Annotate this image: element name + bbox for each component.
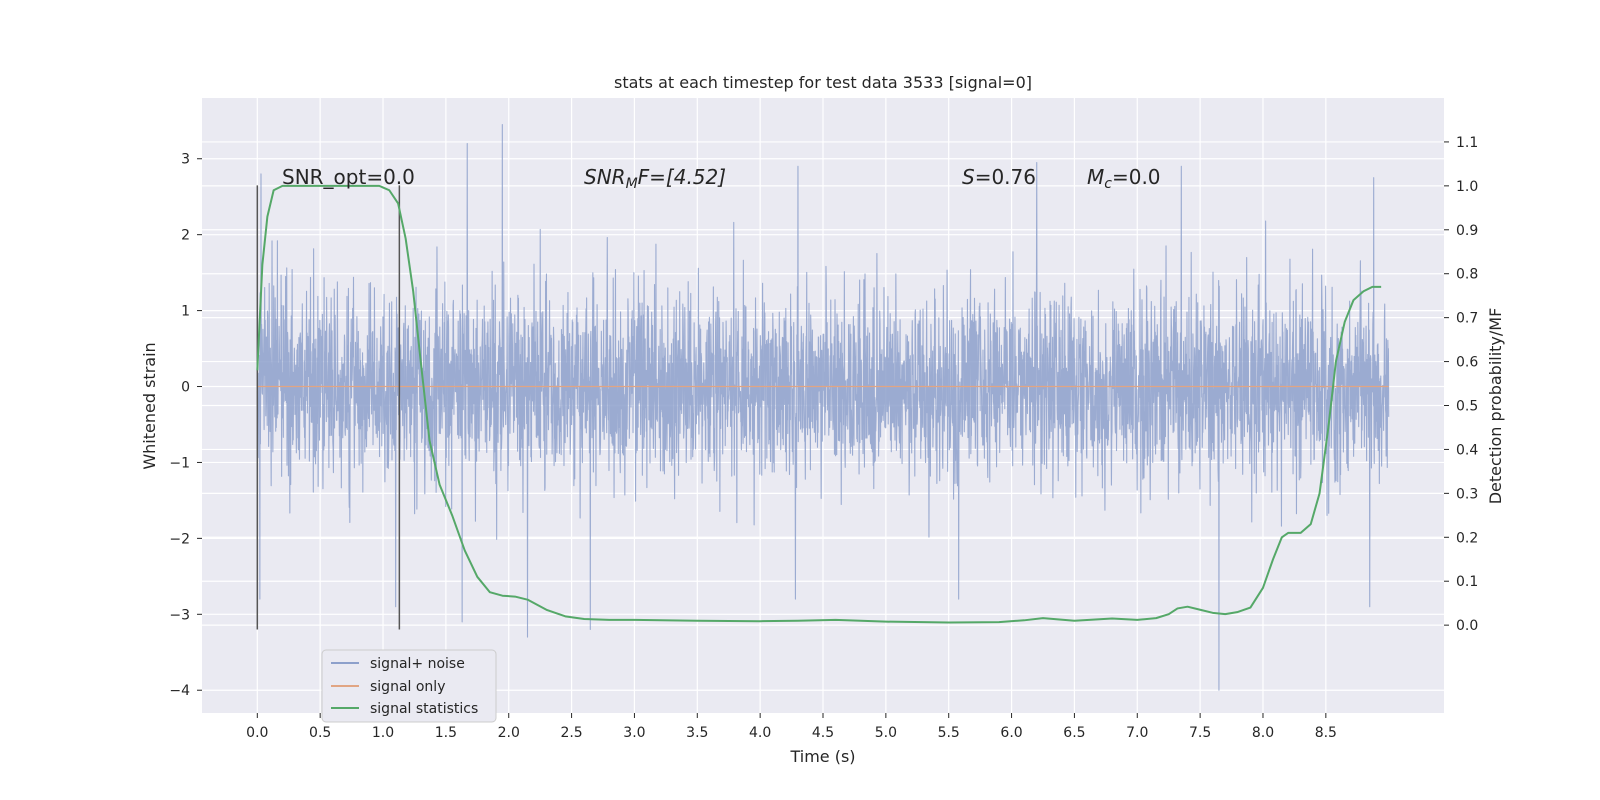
- annotation-s: S=0.76: [962, 165, 1036, 189]
- legend-label-statistics: signal statistics: [370, 701, 478, 717]
- y2-tick-label: 0.8: [1456, 267, 1478, 283]
- y-tick-label: 0: [181, 380, 190, 396]
- y-tick-label: −1: [169, 455, 190, 471]
- y2-tick-label: 0.5: [1456, 399, 1478, 415]
- vertical-markers: [256, 185, 401, 630]
- legend-item-noise: signal+ noise: [331, 656, 465, 672]
- x-tick-label: 7.0: [1126, 725, 1148, 741]
- statistics-line: [256, 184, 1382, 624]
- legend-item-signal: signal only: [331, 679, 445, 695]
- y-tick-label: 1: [181, 304, 190, 320]
- annotation-snr-opt: SNR_opt=0.0: [282, 165, 415, 189]
- y2-tick-label: 1.0: [1456, 179, 1478, 195]
- x-tick-label: 5.0: [875, 725, 897, 741]
- x-axis-label: Time (s): [789, 747, 855, 766]
- legend-label-signal: signal only: [370, 679, 445, 695]
- legend-label-noise: signal+ noise: [370, 656, 465, 672]
- y2-tick-label: 0.7: [1456, 311, 1478, 327]
- x-tick-label: 3.5: [686, 725, 708, 741]
- y2-tick-label: 0.4: [1456, 442, 1478, 458]
- x-tick-label: 7.5: [1189, 725, 1211, 741]
- annotations: SNR_opt=0.0 SNRMF=[4.52] S=0.76 Mc=0.0: [282, 165, 1161, 192]
- x-tick-label: 0.0: [246, 725, 268, 741]
- x-tick-label: 4.0: [749, 725, 771, 741]
- noise-line: [256, 124, 1390, 691]
- legend: signal+ noise signal only signal statist…: [321, 649, 497, 723]
- annotation-mc: Mc=0.0: [1087, 165, 1161, 192]
- x-tick-label: 0.5: [309, 725, 331, 741]
- y-tick-label: 3: [181, 152, 190, 168]
- noise-series: [256, 124, 1390, 691]
- y2-axis-label: Detection probability/MF: [1486, 308, 1505, 505]
- x-tick-label: 5.5: [938, 725, 960, 741]
- y2-tick-label: 0.3: [1456, 486, 1478, 502]
- x-tick-label: 8.0: [1252, 725, 1274, 741]
- x-tick-label: 2.0: [498, 725, 520, 741]
- legend-box: [321, 649, 497, 723]
- x-tick-label: 8.5: [1315, 725, 1337, 741]
- x-tick-label: 4.5: [812, 725, 834, 741]
- x-tick-label: 1.5: [435, 725, 457, 741]
- y-tick-label: −3: [169, 607, 190, 623]
- annotation-snr-mf: SNRMF=[4.52]: [584, 165, 726, 192]
- y-tick-label: −4: [169, 683, 190, 699]
- x-tick-label: 6.5: [1063, 725, 1085, 741]
- y2-tick-label: 0.1: [1456, 574, 1478, 590]
- y-tick-label: 2: [181, 228, 190, 244]
- y-axis-label: Whitened strain: [140, 342, 159, 469]
- x-tick-label: 1.0: [372, 725, 394, 741]
- axes: 0.0 0.5 1.0 1.5 2.0 2.5 3.0 3.5 4.0 4.5 5.0 5.5 6.0 6…: [169, 135, 1478, 741]
- y-tick-label: −2: [169, 531, 190, 547]
- y2-tick-label: 0.2: [1456, 530, 1478, 546]
- statistics-series: [256, 184, 1382, 624]
- x-tick-label: 2.5: [560, 725, 582, 741]
- y2-tick-label: 0.0: [1456, 618, 1478, 634]
- x-tick-label: 3.0: [623, 725, 645, 741]
- y2-tick-label: 0.6: [1456, 355, 1478, 371]
- legend-item-statistics: signal statistics: [331, 701, 478, 717]
- y2-tick-label: 1.1: [1456, 135, 1478, 151]
- y2-tick-label: 0.9: [1456, 223, 1478, 239]
- x-tick-label: 6.0: [1000, 725, 1022, 741]
- chart-title: stats at each timestep for test data 353…: [614, 73, 1032, 92]
